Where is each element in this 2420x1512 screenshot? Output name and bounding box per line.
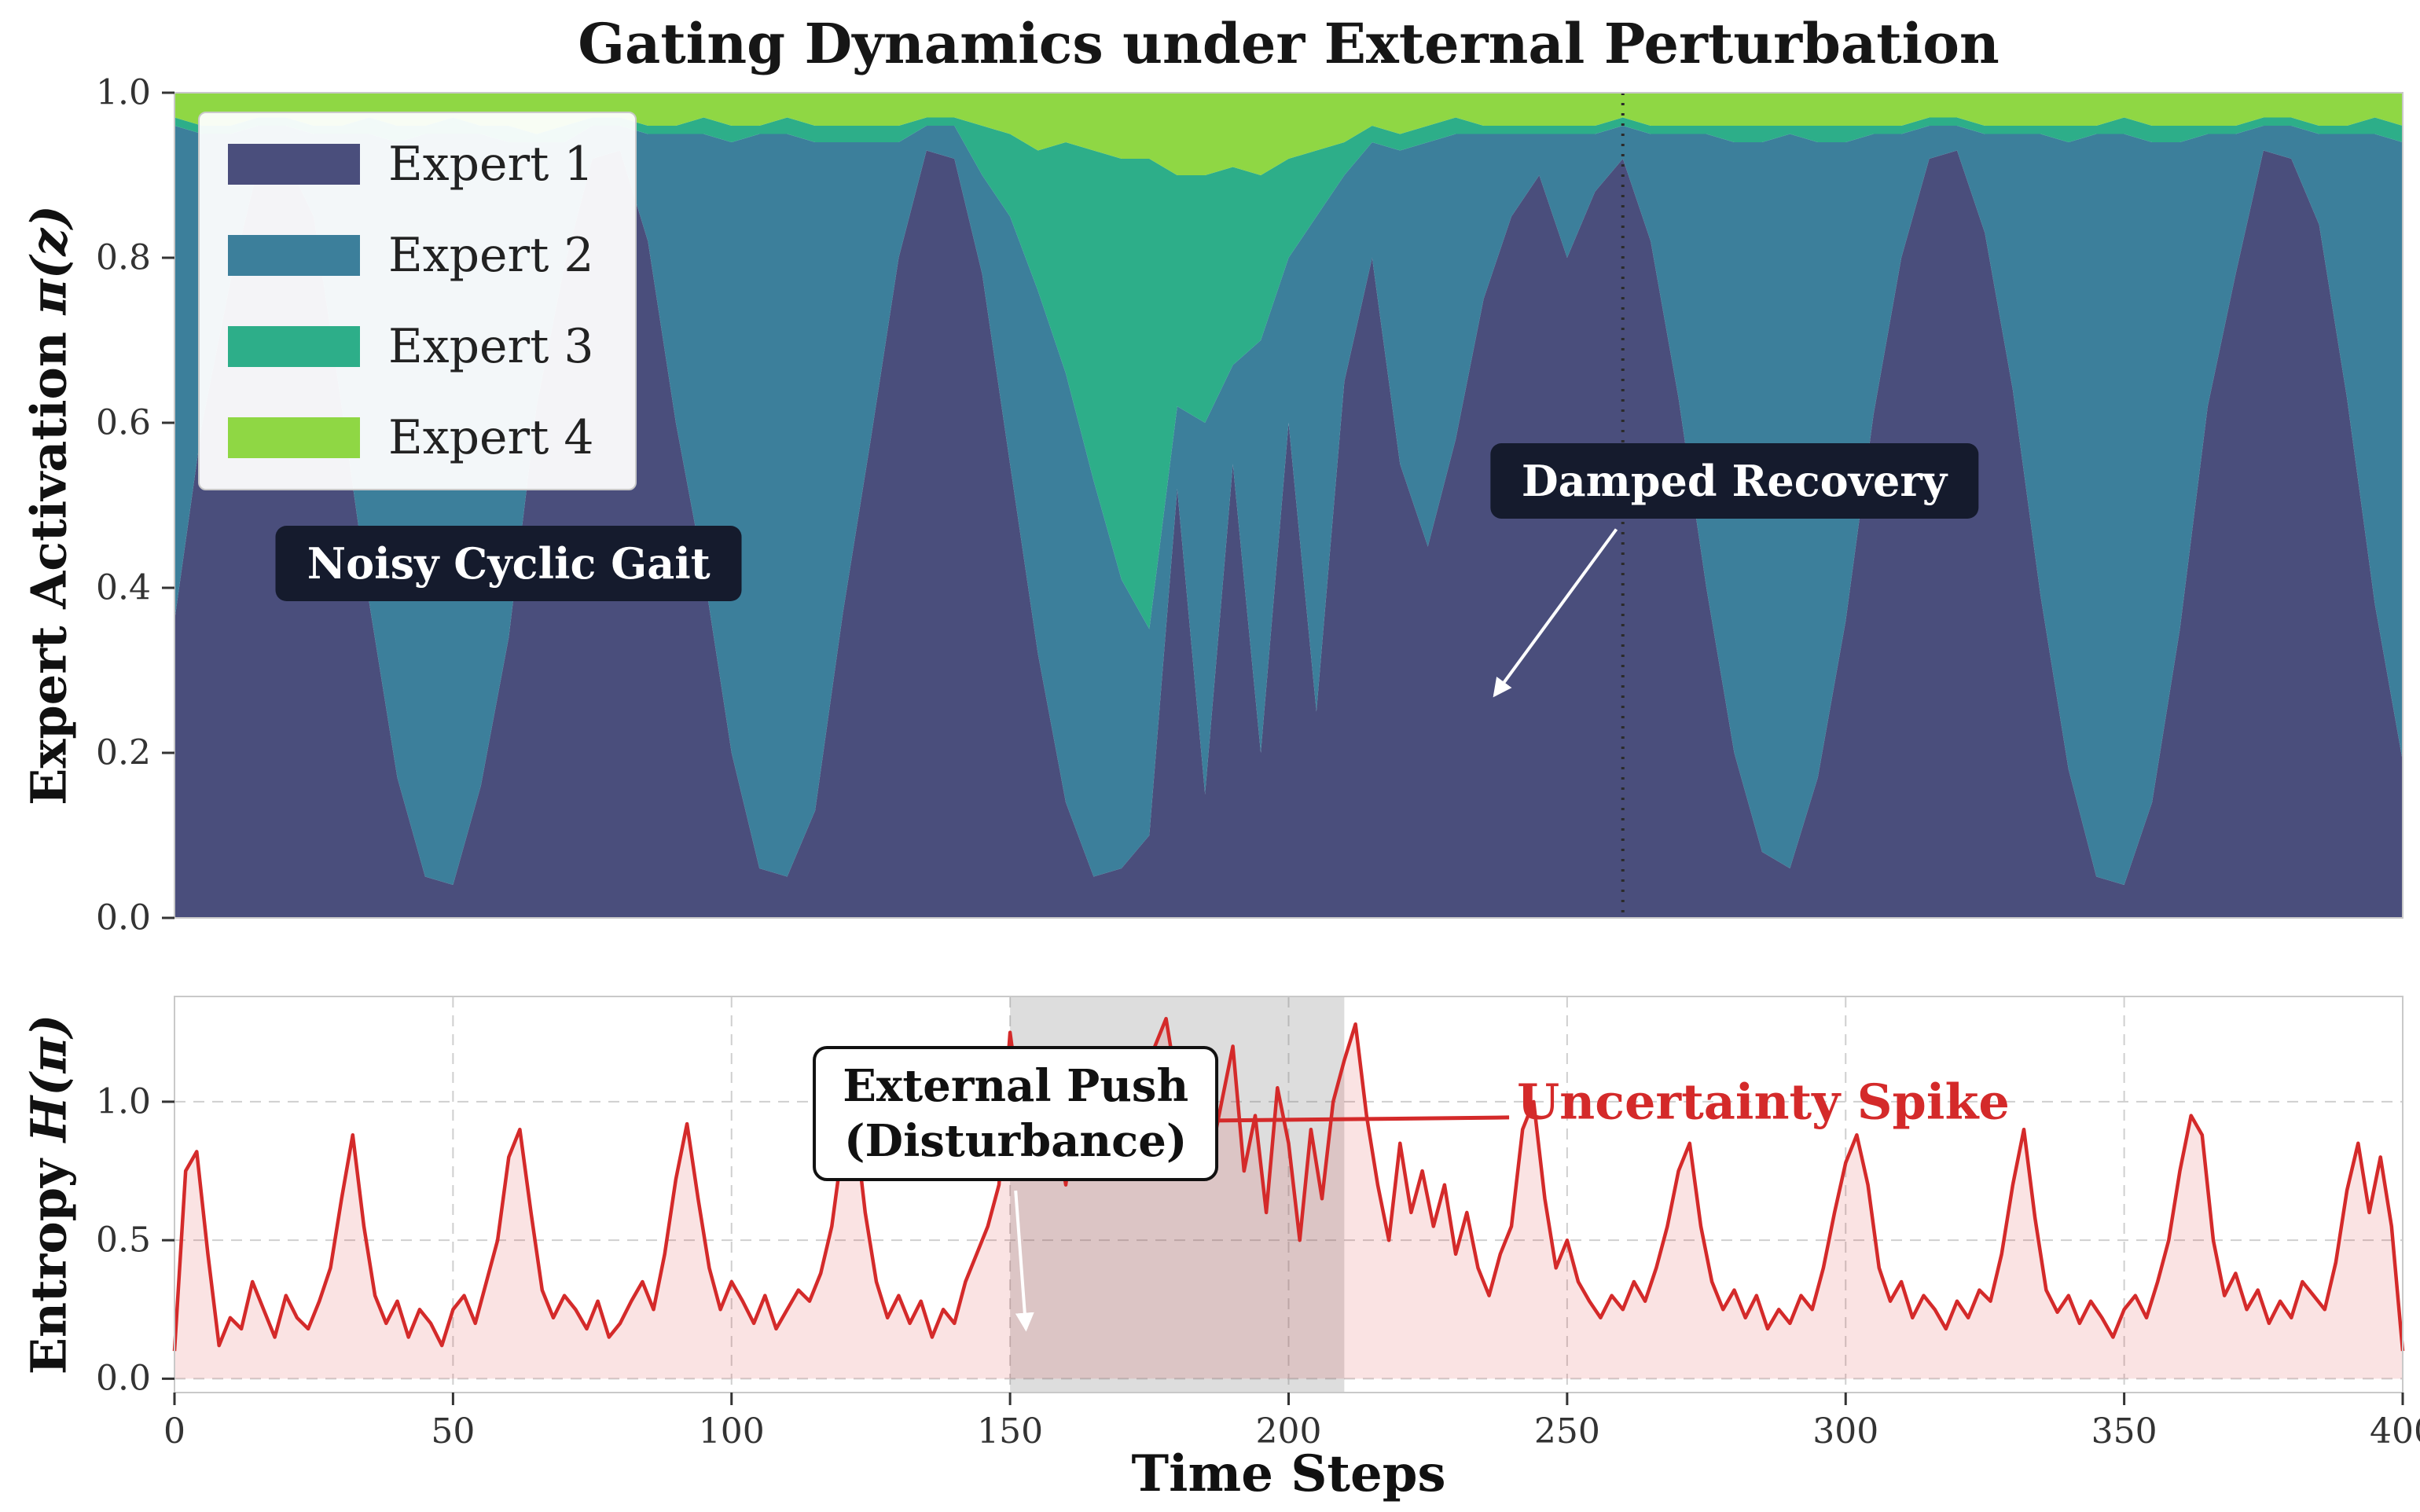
legend-swatch [228, 326, 360, 367]
y-tick-label-top: 1.0 [96, 72, 151, 113]
x-tick-label: 150 [977, 1411, 1044, 1451]
annotation-uncertainty-spike: Uncertainty Spike [1517, 1073, 2010, 1131]
annotation-damped-recovery: Damped Recovery [1489, 442, 1979, 519]
legend-label: Expert 1 [388, 137, 594, 192]
y-axis-label-bottom-text: Entropy [20, 1142, 78, 1375]
x-tick-label: 400 [2370, 1411, 2420, 1451]
legend-label: Expert 3 [388, 319, 594, 374]
legend-item: Expert 1 [228, 137, 594, 192]
legend-item: Expert 2 [228, 228, 594, 283]
area-expert-1 [174, 150, 2403, 918]
x-axis-label: Time Steps [1131, 1444, 1446, 1503]
legend-swatch [228, 235, 360, 276]
y-axis-label-top-text: Expert Activation [20, 314, 78, 806]
annotation-external-push-line1: External Push [843, 1060, 1189, 1113]
x-tick-label: 50 [431, 1411, 476, 1451]
x-tick-label: 200 [1255, 1411, 1322, 1451]
x-tick-label: 300 [1812, 1411, 1879, 1451]
y-tick-label-top: 0.6 [96, 402, 151, 443]
annotation-external-push-line2: (Disturbance) [844, 1115, 1188, 1168]
uncertainty-spike-arrow [1162, 1109, 1510, 1133]
area-expert-4 [174, 93, 2403, 175]
legend-item: Expert 4 [228, 410, 594, 465]
x-tick-label: 250 [1533, 1411, 1600, 1451]
y-tick-label-top: 0.0 [96, 897, 151, 938]
y-axis-label-top-math: π(z) [20, 205, 78, 315]
x-tick-label: 0 [163, 1411, 185, 1451]
chart-title: Gating Dynamics under External Perturbat… [578, 11, 2000, 76]
legend-item: Expert 3 [228, 319, 594, 374]
y-axis-label-top: Expert Activation π(z) [20, 205, 78, 806]
y-tick-label-bottom: 1.0 [96, 1081, 151, 1122]
external-push-arrow [1014, 1190, 1034, 1332]
area-expert-3 [174, 117, 2403, 629]
legend-swatch [228, 144, 360, 185]
damped-recovery-arrow [1493, 528, 1618, 698]
annotation-external-push: External Push (Disturbance) [813, 1046, 1219, 1182]
x-tick-label: 100 [698, 1411, 765, 1451]
annotation-noisy-cyclic-gait: Noisy Cyclic Gait [275, 525, 742, 601]
y-axis-label-bottom: Entropy H(π) [20, 1015, 78, 1375]
y-tick-label-top: 0.8 [96, 237, 151, 278]
y-tick-label-bottom: 0.5 [96, 1220, 151, 1261]
area-expert-2 [174, 126, 2403, 885]
legend-label: Expert 4 [388, 410, 594, 465]
y-axis-label-bottom-math: H(π) [20, 1014, 78, 1143]
entropy-fill [174, 1018, 2403, 1379]
top-plot-border [174, 92, 2403, 919]
x-tick-label: 350 [2091, 1411, 2157, 1451]
legend: Expert 1 Expert 2 Expert 3 Expert 4 [198, 112, 637, 490]
legend-swatch [228, 417, 360, 458]
y-tick-label-top: 0.4 [96, 567, 151, 608]
legend-label: Expert 2 [388, 228, 594, 283]
y-tick-label-top: 0.2 [96, 732, 151, 773]
y-tick-label-bottom: 0.0 [96, 1358, 151, 1399]
entropy-line [172, 1016, 2405, 1352]
